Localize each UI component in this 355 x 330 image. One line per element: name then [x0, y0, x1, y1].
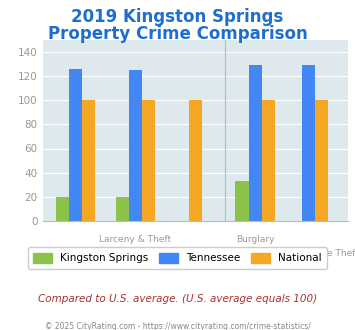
- Bar: [56, 197, 69, 221]
- Text: 2019 Kingston Springs: 2019 Kingston Springs: [71, 8, 284, 26]
- Bar: [129, 70, 142, 221]
- Bar: [82, 100, 95, 221]
- Text: Burglary: Burglary: [236, 235, 274, 244]
- Text: Larceny & Theft: Larceny & Theft: [99, 235, 171, 244]
- Text: Motor Vehicle Theft: Motor Vehicle Theft: [271, 249, 355, 258]
- Text: Compared to U.S. average. (U.S. average equals 100): Compared to U.S. average. (U.S. average …: [38, 294, 317, 304]
- Bar: [116, 197, 129, 221]
- Bar: [262, 100, 275, 221]
- Bar: [302, 65, 315, 221]
- Text: Property Crime Comparison: Property Crime Comparison: [48, 25, 307, 43]
- Text: © 2025 CityRating.com - https://www.cityrating.com/crime-statistics/: © 2025 CityRating.com - https://www.city…: [45, 322, 310, 330]
- Text: Arson: Arson: [182, 249, 208, 258]
- Text: All Property Crime: All Property Crime: [34, 249, 117, 258]
- Bar: [69, 69, 82, 221]
- Bar: [189, 100, 202, 221]
- Bar: [248, 65, 262, 221]
- Bar: [315, 100, 328, 221]
- Legend: Kingston Springs, Tennessee, National: Kingston Springs, Tennessee, National: [28, 248, 327, 269]
- Bar: [235, 181, 248, 221]
- Bar: [142, 100, 155, 221]
